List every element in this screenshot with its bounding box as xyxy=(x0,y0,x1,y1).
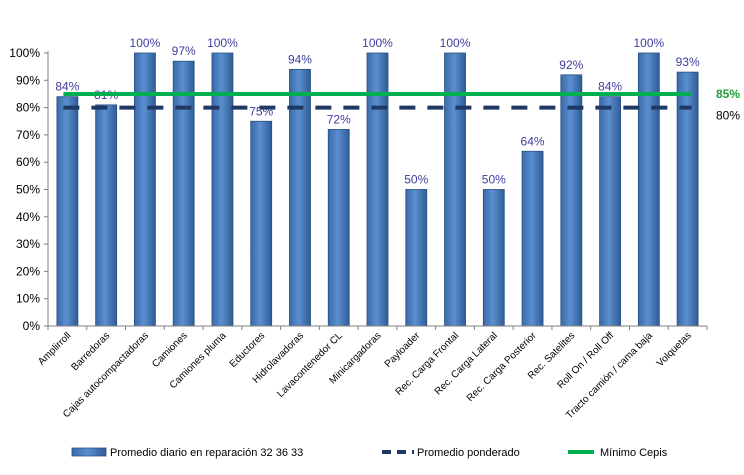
category-label: Eductores xyxy=(228,330,268,370)
category-label: Rec. Carga Posterior xyxy=(465,330,539,404)
minimum-line-label: 85% xyxy=(716,87,740,101)
data-label: 94% xyxy=(288,52,312,66)
y-tick-label: 30% xyxy=(16,237,40,251)
category-label: Lavacontenedor CL xyxy=(275,330,345,400)
data-label: 84% xyxy=(598,80,622,94)
bar xyxy=(599,96,621,327)
legend-bar-label: Promedio diario en reparación 32 36 33 xyxy=(110,447,303,459)
y-tick-label: 60% xyxy=(16,155,40,169)
y-tick-label: 40% xyxy=(16,210,40,224)
bar xyxy=(56,96,79,327)
y-tick-label: 70% xyxy=(16,128,40,142)
y-tick-label: 10% xyxy=(16,292,40,306)
category-label: Amplirroll xyxy=(36,330,73,367)
bar xyxy=(521,150,544,327)
data-label: 84% xyxy=(55,80,79,94)
y-tick-label: 50% xyxy=(16,183,40,197)
average-line-label: 80% xyxy=(716,109,740,123)
category-label: Volquetas xyxy=(655,330,694,369)
data-label: 100% xyxy=(130,36,161,50)
data-label: 100% xyxy=(362,36,393,50)
y-axis-ticks: 0% 10% 20% 30% 40% 50% 60% 70% 80% 90% 100% xyxy=(9,46,48,333)
axes xyxy=(47,51,708,330)
bar xyxy=(172,60,195,327)
data-labels: 84%81%100%97%100%75%94%72%100%50%100%50%… xyxy=(55,36,700,187)
data-label: 64% xyxy=(521,134,545,148)
data-label: 100% xyxy=(440,36,471,50)
legend: Promedio diario en reparación 32 36 33 Pr… xyxy=(71,447,668,459)
data-label: 97% xyxy=(172,44,196,58)
data-label: 100% xyxy=(207,36,238,50)
data-label: 50% xyxy=(404,173,428,187)
bar xyxy=(676,71,699,327)
y-tick-label: 20% xyxy=(16,264,40,278)
data-label: 72% xyxy=(327,112,351,126)
legend-average-label: Promedio ponderado xyxy=(417,447,520,459)
y-tick-label: 100% xyxy=(9,46,40,60)
y-tick-label: 90% xyxy=(16,73,40,87)
category-label: Camiones xyxy=(150,330,190,370)
data-label: 100% xyxy=(634,36,665,50)
legend-minimum-label: Mínimo Cepis xyxy=(600,447,668,459)
bar xyxy=(560,74,583,327)
y-tick-label: 0% xyxy=(23,319,41,333)
data-label: 93% xyxy=(676,55,700,69)
y-tick-label: 80% xyxy=(16,101,40,115)
category-label: Payloader xyxy=(383,330,423,370)
bar xyxy=(327,129,350,327)
data-label: 92% xyxy=(559,58,583,72)
bar xyxy=(250,120,273,327)
bar xyxy=(95,104,118,327)
bar xyxy=(405,189,428,327)
legend-bar-swatch xyxy=(71,447,107,457)
data-label: 50% xyxy=(482,173,506,187)
bar xyxy=(482,189,505,327)
reference-lines: 85% 80% xyxy=(63,87,740,123)
